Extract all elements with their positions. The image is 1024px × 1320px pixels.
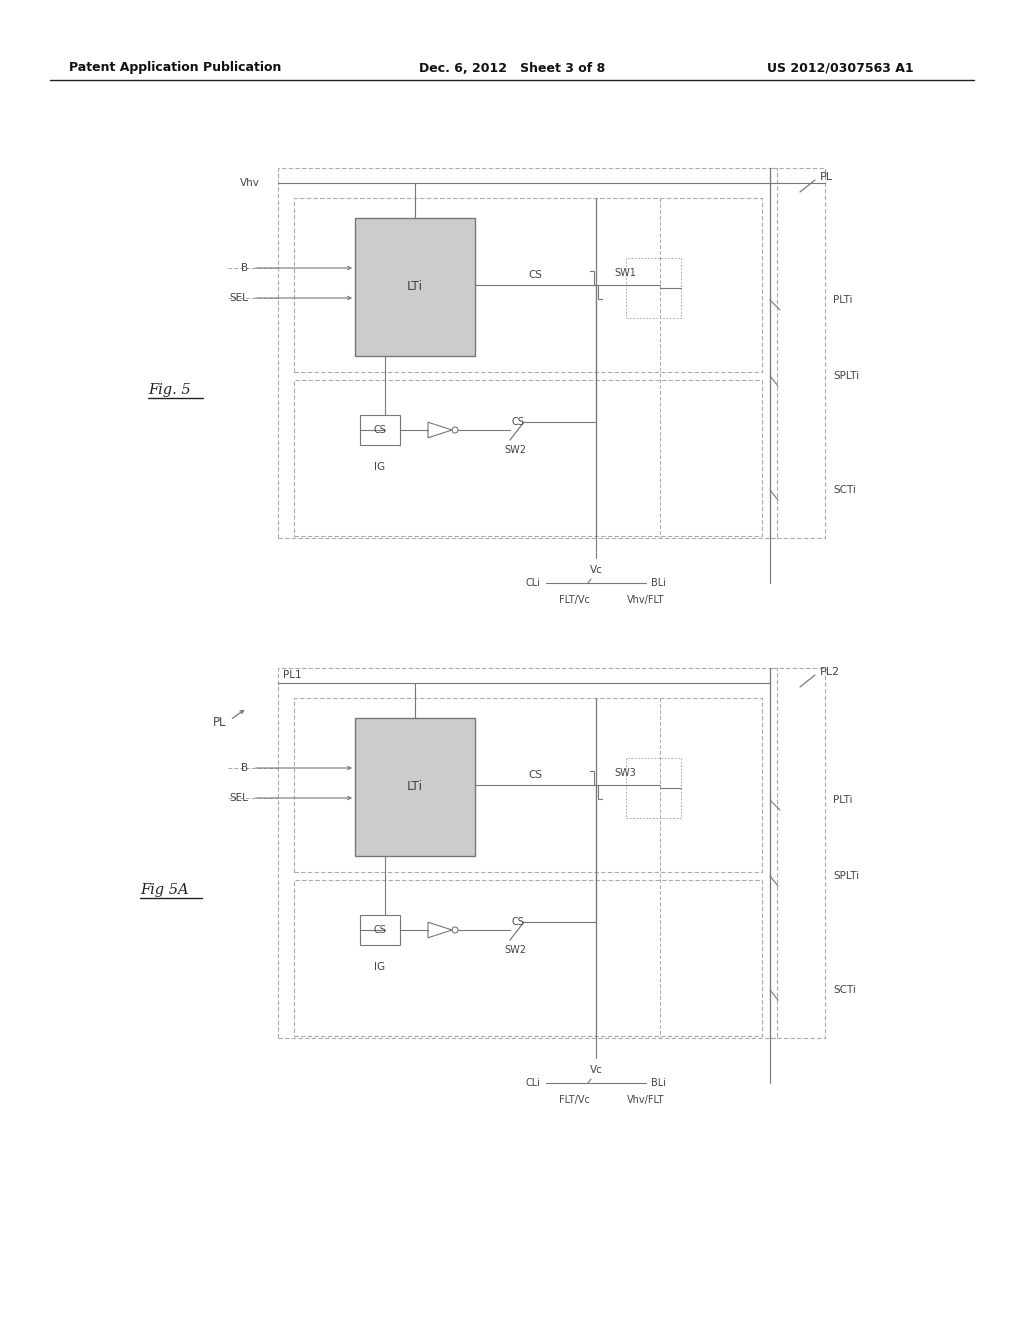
- Text: FLT/Vc: FLT/Vc: [558, 1096, 590, 1105]
- Text: CS: CS: [374, 425, 386, 436]
- Text: PL2: PL2: [820, 667, 840, 677]
- Bar: [355, 218, 475, 356]
- Text: PLTi: PLTi: [833, 795, 853, 805]
- Text: PL1: PL1: [283, 671, 302, 680]
- Text: SPLTi: SPLTi: [833, 871, 859, 880]
- Text: BLi: BLi: [651, 578, 666, 587]
- Text: US 2012/0307563 A1: US 2012/0307563 A1: [767, 62, 913, 74]
- Text: IG: IG: [375, 962, 386, 972]
- Text: SCTi: SCTi: [833, 484, 856, 495]
- Text: SEL: SEL: [229, 793, 248, 803]
- Bar: [294, 380, 762, 536]
- Text: CS: CS: [528, 770, 542, 780]
- Text: PLTi: PLTi: [833, 294, 853, 305]
- Text: SW3: SW3: [614, 768, 636, 777]
- Bar: [355, 718, 475, 855]
- Text: Vhv/FLT: Vhv/FLT: [628, 595, 665, 605]
- Bar: [278, 168, 777, 539]
- Text: SPLTi: SPLTi: [833, 371, 859, 381]
- Text: BLi: BLi: [651, 1078, 666, 1088]
- Text: PL: PL: [213, 717, 226, 730]
- Text: SEL: SEL: [229, 293, 248, 304]
- Text: LTi: LTi: [407, 281, 423, 293]
- Text: Vhv: Vhv: [240, 178, 260, 187]
- Text: CS: CS: [528, 271, 542, 280]
- Bar: [294, 198, 762, 372]
- Text: SW2: SW2: [504, 445, 526, 455]
- Text: Vc: Vc: [590, 565, 602, 576]
- Text: B: B: [241, 263, 248, 273]
- Text: Dec. 6, 2012   Sheet 3 of 8: Dec. 6, 2012 Sheet 3 of 8: [419, 62, 605, 74]
- Text: SCTi: SCTi: [833, 985, 856, 995]
- Text: LTi: LTi: [407, 780, 423, 793]
- Bar: [278, 668, 777, 1038]
- Bar: [360, 915, 400, 945]
- Text: SW2: SW2: [504, 945, 526, 954]
- Text: Vc: Vc: [590, 1065, 602, 1074]
- Text: CLi: CLi: [526, 578, 541, 587]
- Text: CS: CS: [512, 917, 524, 927]
- Bar: [294, 880, 762, 1036]
- Text: SW1: SW1: [614, 268, 636, 279]
- Text: CLi: CLi: [526, 1078, 541, 1088]
- Text: CS: CS: [512, 417, 524, 426]
- Bar: [770, 168, 825, 539]
- Text: Vhv/FLT: Vhv/FLT: [628, 1096, 665, 1105]
- Text: IG: IG: [375, 462, 386, 473]
- Bar: [626, 758, 681, 818]
- Text: FLT/Vc: FLT/Vc: [558, 595, 590, 605]
- Text: Fig 5A: Fig 5A: [140, 883, 188, 898]
- Text: Fig. 5: Fig. 5: [148, 383, 190, 397]
- Text: PL: PL: [820, 172, 833, 182]
- Bar: [294, 698, 762, 873]
- Text: B: B: [241, 763, 248, 774]
- Text: CS: CS: [374, 925, 386, 935]
- Bar: [360, 414, 400, 445]
- Bar: [626, 257, 681, 318]
- Bar: [770, 668, 825, 1038]
- Text: Patent Application Publication: Patent Application Publication: [69, 62, 282, 74]
